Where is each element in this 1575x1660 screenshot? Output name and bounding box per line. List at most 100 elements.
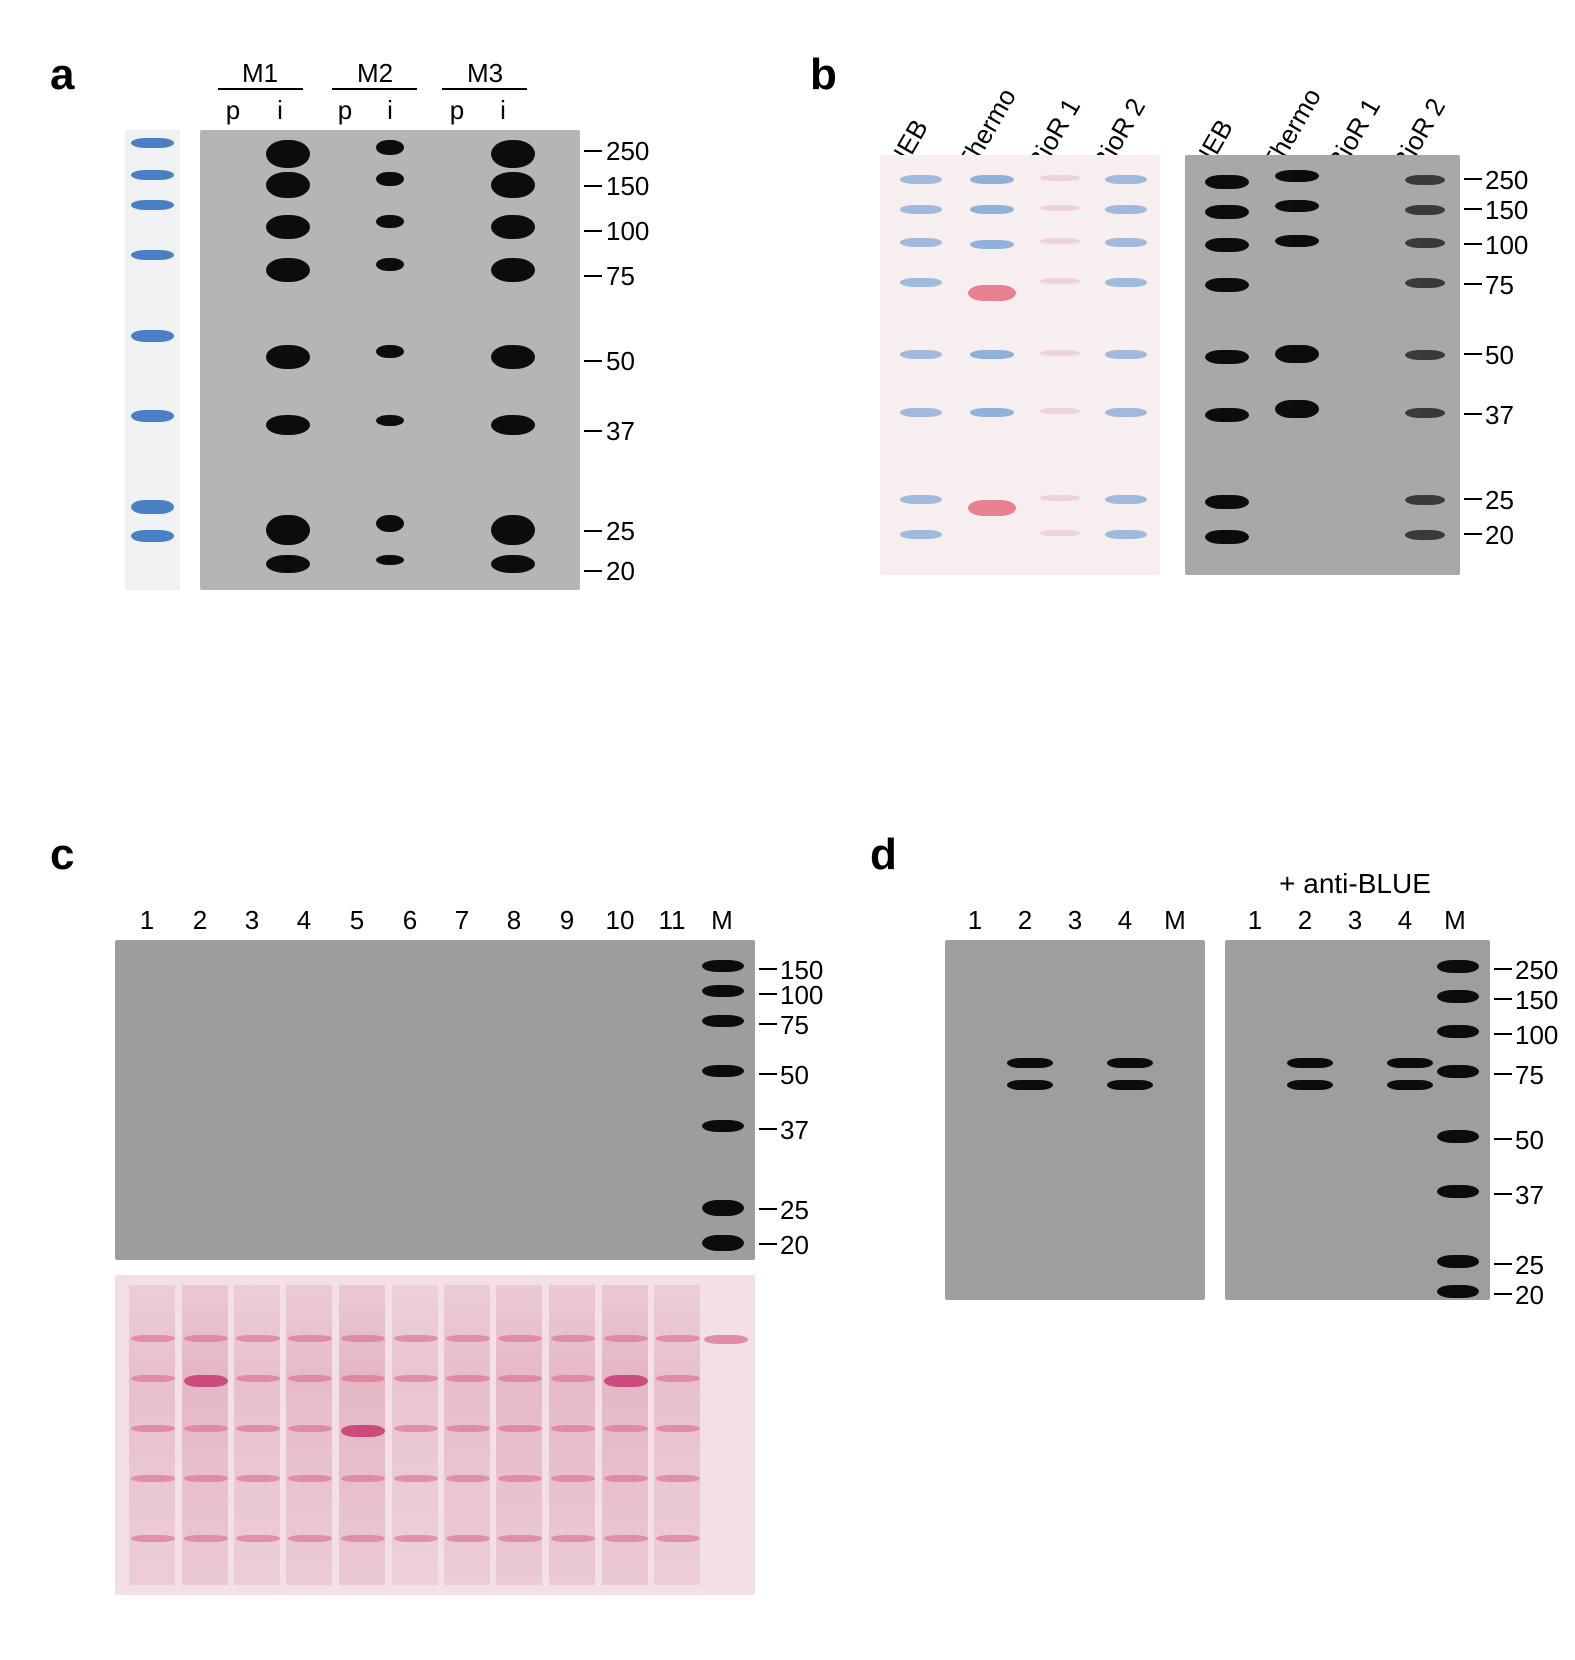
panel-b-left-thermo-band (970, 408, 1014, 417)
panel-c-ponceau-band (604, 1425, 648, 1432)
panel-a-band (266, 415, 310, 435)
panel-d-left-doublet (1007, 1080, 1053, 1090)
panel-d-tick (1494, 1293, 1512, 1295)
panel-a-tick (584, 275, 602, 277)
panel-d-right-lane-label: 4 (1389, 905, 1421, 936)
panel-b-left-band (900, 205, 942, 214)
panel-a-band (491, 345, 535, 369)
panel-d-left-blot (945, 940, 1205, 1300)
panel-b-left-band (1105, 408, 1147, 417)
panel-c-label: c (50, 830, 74, 880)
panel-c-ponceau-band (394, 1425, 438, 1432)
panel-c-ponceau-band (341, 1335, 385, 1342)
panel-a-mw-label: 25 (606, 516, 635, 547)
panel-b-right-bior2-band (1405, 278, 1445, 288)
panel-c-ponceau-band (446, 1475, 490, 1482)
panel-b-left-band (1105, 175, 1147, 184)
panel-b-right-bior2-band (1405, 530, 1445, 540)
panel-a-group-m1: M1 (225, 58, 295, 89)
panel-d-marker-band (1437, 1025, 1479, 1038)
panel-a-band (266, 345, 310, 369)
panel-b-tick (1464, 533, 1482, 535)
panel-b-tick (1464, 413, 1482, 415)
panel-c-lane-label: M (702, 905, 742, 936)
panel-a-tick (584, 570, 602, 572)
panel-a-mw-label: 250 (606, 136, 649, 167)
panel-c-ponceau-band (184, 1335, 228, 1342)
panel-a-band (491, 415, 535, 435)
panel-c-lane-label: 6 (390, 905, 430, 936)
panel-a-underline-2 (332, 88, 417, 90)
panel-c-mw-label: 50 (780, 1060, 809, 1091)
panel-d-left-doublet (1107, 1080, 1153, 1090)
panel-b-left-band-faint (1040, 350, 1080, 356)
panel-b-left-thermo-band (970, 205, 1014, 214)
panel-c-ponceau-band (236, 1335, 280, 1342)
panel-a-group-m3: M3 (450, 58, 520, 89)
panel-c-tick (759, 1073, 777, 1075)
panel-d-marker-band (1437, 1185, 1479, 1198)
panel-a-ladder-band (131, 500, 174, 514)
panel-a-ladder-band (131, 200, 174, 210)
panel-d-tick (1494, 1193, 1512, 1195)
panel-a-band (266, 215, 310, 239)
panel-c-lane-label: 5 (337, 905, 377, 936)
panel-b-tick (1464, 178, 1482, 180)
panel-c-tick (759, 1208, 777, 1210)
panel-b-tick (1464, 498, 1482, 500)
panel-c-mw-label: 25 (780, 1195, 809, 1226)
panel-a-mw-label: 20 (606, 556, 635, 587)
panel-b-left-band (1105, 495, 1147, 504)
panel-c-ponceau-band (341, 1475, 385, 1482)
panel-a-ladder-band (131, 330, 174, 342)
panel-c-marker-band (702, 1235, 744, 1251)
panel-b-left-band-faint (1040, 495, 1080, 501)
panel-b-left-pink-band (968, 285, 1016, 301)
panel-c-marker-band (702, 1065, 744, 1077)
panel-c-ponceau-band (184, 1375, 228, 1387)
panel-d-mw-label: 37 (1515, 1180, 1544, 1211)
panel-c-ponceau-band (131, 1425, 175, 1432)
panel-c-ponceau-band (288, 1425, 332, 1432)
panel-b-left-band-faint (1040, 530, 1080, 536)
panel-c-tick (759, 968, 777, 970)
panel-c-lane-label: 2 (180, 905, 220, 936)
panel-a-pi-4: i (375, 95, 405, 126)
panel-b-left-band-faint (1040, 278, 1080, 284)
panel-b-left-band (900, 238, 942, 247)
panel-c-ponceau-band (656, 1375, 700, 1382)
panel-c-marker-band (702, 960, 744, 972)
panel-b-left-band (900, 530, 942, 539)
panel-c-marker-band (702, 985, 744, 997)
panel-b-right-bior2-band (1405, 238, 1445, 248)
panel-b-tick (1464, 208, 1482, 210)
panel-d-label: d (870, 830, 897, 880)
panel-c-marker-band (702, 1015, 744, 1027)
panel-b-right-thermo-band (1275, 200, 1319, 212)
panel-d-mw-label: 75 (1515, 1060, 1544, 1091)
panel-b-right-neb-band (1205, 205, 1249, 219)
panel-a-ladder-band (131, 170, 174, 180)
panel-b-right-bior2-band (1405, 408, 1445, 418)
panel-d-marker-band (1437, 1065, 1479, 1078)
panel-d-left-doublet (1107, 1058, 1153, 1068)
panel-d-mw-label: 20 (1515, 1280, 1544, 1311)
panel-c-ponceau-band (394, 1375, 438, 1382)
panel-d-left-lane-label: 1 (959, 905, 991, 936)
panel-a-band (491, 215, 535, 239)
panel-b-left-band (900, 350, 942, 359)
panel-c-ponceau-band (604, 1335, 648, 1342)
panel-c-ponceau-band (498, 1335, 542, 1342)
panel-a-band (491, 555, 535, 573)
panel-c-ponceau-band (131, 1375, 175, 1382)
panel-c-ponceau-band (656, 1425, 700, 1432)
panel-c-ponceau-band (446, 1425, 490, 1432)
panel-d-right-doublet (1287, 1058, 1333, 1068)
panel-d-left-doublet (1007, 1058, 1053, 1068)
panel-a-band (376, 172, 404, 186)
panel-c-mw-label: 20 (780, 1230, 809, 1261)
panel-d-mw-label: 250 (1515, 955, 1558, 986)
panel-c-ponceau-band (551, 1475, 595, 1482)
panel-b-right-neb-band (1205, 278, 1249, 292)
panel-b-mw-label: 50 (1485, 340, 1514, 371)
